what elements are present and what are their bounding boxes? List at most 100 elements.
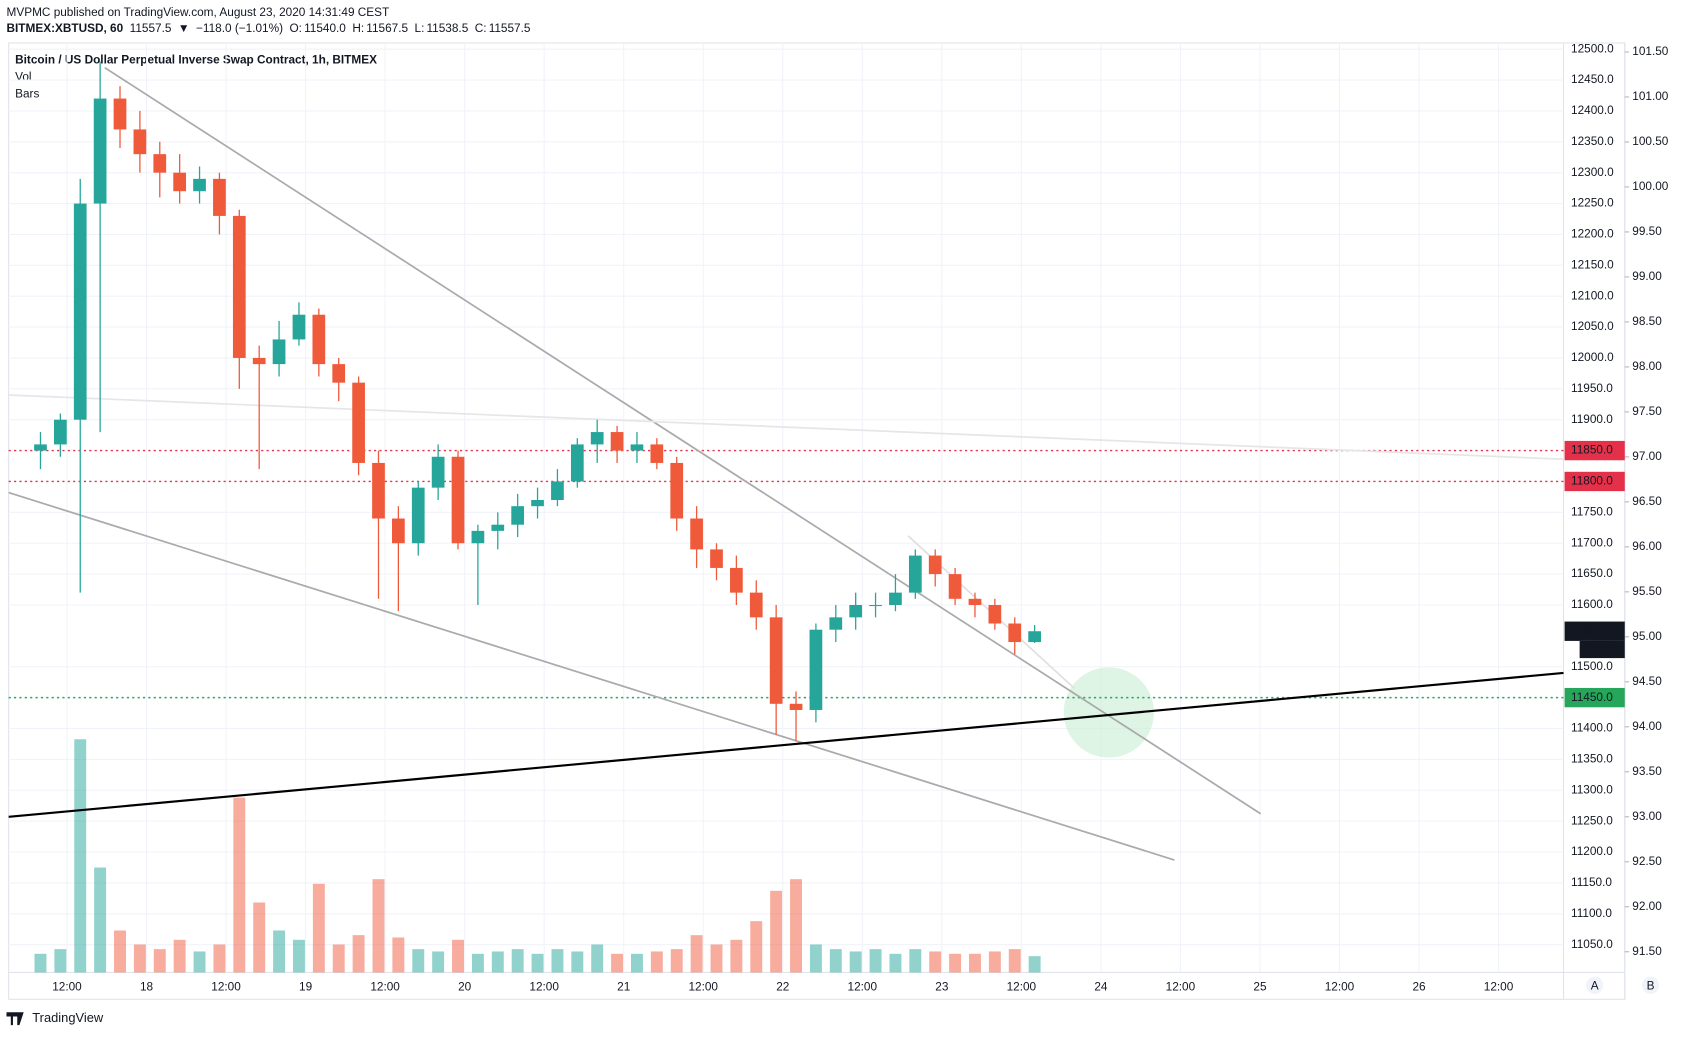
candle-body — [73, 203, 87, 420]
y-tick-label: 12200.0 — [1571, 227, 1614, 241]
candle-body — [411, 487, 425, 544]
candle-body — [431, 456, 445, 488]
x-tick-label: 12:00 — [1007, 980, 1037, 994]
y-tick-label: 11250.0 — [1571, 813, 1613, 827]
x-tick-label: 19 — [299, 980, 312, 994]
y2-tick-label: 95.50 — [1632, 584, 1662, 598]
candle-body — [312, 314, 326, 365]
volume-bar — [750, 921, 763, 973]
y2-tick-label: 97.50 — [1632, 404, 1662, 418]
candle-body — [392, 518, 405, 544]
candle-body — [372, 462, 385, 519]
volume-bar — [591, 944, 604, 973]
volume-bar — [273, 930, 286, 973]
x-tick-label: 12:00 — [688, 980, 718, 994]
price-label: 11800.0 — [1571, 474, 1613, 488]
candle-body — [113, 98, 127, 130]
y-tick-label: 11700.0 — [1571, 535, 1613, 549]
candle-body — [908, 555, 922, 593]
volume-bar — [630, 953, 643, 973]
countdown-box — [1579, 640, 1625, 659]
candle-body — [173, 172, 187, 192]
y2-tick-label: 95.00 — [1632, 629, 1662, 643]
trendline — [8, 394, 1564, 461]
chart-title: Bitcoin / US Dollar Perpetual Inverse Sw… — [15, 52, 377, 66]
candle-body — [34, 444, 47, 451]
axis-button[interactable] — [1641, 976, 1660, 994]
axis-button[interactable] — [1586, 976, 1604, 994]
brand: TradingView — [32, 1010, 104, 1025]
volume-bar — [412, 949, 425, 973]
y-tick-label: 11050.0 — [1571, 937, 1613, 951]
volume-bar — [332, 944, 345, 973]
header-h-label: H: — [352, 21, 364, 35]
y-tick-label: 11300.0 — [1571, 782, 1613, 796]
candle-body — [272, 339, 286, 365]
y-tick-label: 11150.0 — [1571, 875, 1612, 889]
header-o: 11540.0 — [304, 21, 346, 35]
volume-bar — [233, 797, 246, 973]
indicator: Bars — [15, 87, 39, 101]
volume-bar — [969, 953, 981, 973]
y-tick-label: 11100.0 — [1571, 906, 1612, 920]
y-tick-label: 11750.0 — [1571, 504, 1613, 518]
volume-bar — [730, 939, 743, 973]
header-l: 11538.5 — [427, 21, 469, 35]
volume-bar — [352, 935, 365, 973]
candle-body — [928, 555, 942, 575]
volume-bar — [471, 953, 484, 973]
candle-body — [650, 444, 664, 463]
volume-bar — [889, 953, 902, 973]
x-tick-label: 12:00 — [370, 980, 400, 994]
candle-body — [1008, 623, 1022, 643]
candle-body — [53, 419, 67, 445]
candle-body — [590, 432, 604, 445]
y-tick-label: 11500.0 — [1571, 659, 1613, 673]
candle-body — [93, 98, 107, 204]
axis-button-label: B — [1647, 979, 1655, 993]
y2-tick-label: 92.00 — [1632, 899, 1662, 913]
current-price-box — [1564, 621, 1625, 641]
x-tick-label: 12:00 — [848, 980, 878, 994]
candle-body — [809, 629, 823, 710]
trendline — [104, 66, 1262, 815]
x-tick-label: 12:00 — [52, 980, 82, 994]
header-c-label: C: — [475, 21, 487, 35]
highlight — [1063, 667, 1154, 758]
candle-body — [889, 592, 902, 605]
volume-bar — [988, 951, 1001, 973]
volume-bar — [114, 930, 126, 973]
countdown: 28:13 — [1586, 642, 1616, 656]
y2-tick-label: 96.00 — [1632, 539, 1662, 553]
volume-bar — [491, 951, 504, 973]
candle-body — [352, 382, 365, 463]
candle-body — [730, 567, 743, 593]
x-tick-label: 24 — [1094, 980, 1108, 994]
y2-tick-label: 97.00 — [1632, 449, 1662, 463]
y2-tick-label: 101.00 — [1632, 89, 1669, 103]
volume-bar — [312, 883, 325, 973]
y2-tick-label: 93.50 — [1632, 764, 1662, 778]
publisher: MVPMC published on TradingView.com, Augu… — [7, 5, 390, 19]
candle-body — [570, 444, 584, 482]
y-tick-label: 12400.0 — [1571, 103, 1614, 117]
y2-tick-label: 100.00 — [1632, 179, 1669, 193]
x-tick-label: 21 — [617, 980, 630, 994]
current-price: 11557.5 — [1571, 623, 1613, 637]
candle-body — [988, 604, 1002, 624]
y2-tick-label: 94.00 — [1632, 719, 1662, 733]
y-tick-label: 11950.0 — [1571, 381, 1613, 395]
y2-tick-label: 96.50 — [1632, 494, 1662, 508]
x-tick-label: 20 — [458, 980, 472, 994]
logo — [6, 1012, 24, 1026]
candle-body — [511, 506, 525, 525]
y2-tick-label: 99.00 — [1632, 269, 1662, 283]
y2-tick-label: 100.50 — [1632, 134, 1669, 148]
x-tick-label: 22 — [776, 980, 789, 994]
candle-body — [292, 314, 306, 340]
volume-bar — [909, 949, 922, 973]
header-arrow: ▼ — [178, 21, 190, 35]
candle-body — [968, 598, 982, 605]
price-label: 11450.0 — [1571, 690, 1613, 704]
volume-bar — [809, 944, 822, 973]
